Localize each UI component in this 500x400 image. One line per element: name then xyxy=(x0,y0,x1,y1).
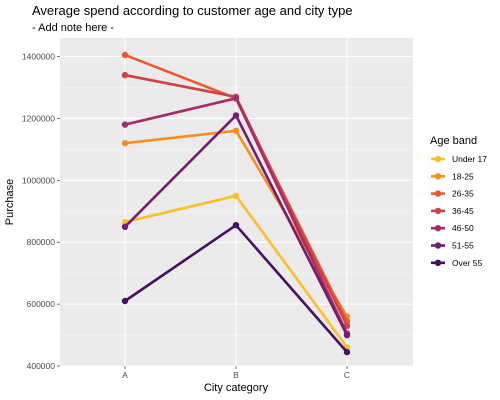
legend-key-point xyxy=(434,242,442,249)
data-point xyxy=(121,71,129,79)
data-point xyxy=(343,348,351,356)
y-tick-label: 400000 xyxy=(27,361,56,371)
data-point xyxy=(121,140,129,147)
x-axis-title: City category xyxy=(204,382,269,394)
legend: Under 17 18-25 26-35 36-45 46-50 51-55 Over 55 xyxy=(431,154,487,268)
data-point xyxy=(343,331,351,339)
data-point xyxy=(121,51,129,59)
chart-subtitle: - Add note here - xyxy=(32,22,114,34)
series-layer xyxy=(121,51,351,356)
legend-label: 51-55 xyxy=(452,241,474,251)
y-axis-title: Purchase xyxy=(4,179,16,225)
x-tick-label: A xyxy=(122,370,128,380)
legend-label: Over 55 xyxy=(452,258,483,268)
chart-title: Average spend according to customer age … xyxy=(32,3,353,18)
legend-key-point xyxy=(434,155,442,163)
legend-key-point xyxy=(434,173,442,180)
legend-label: 18-25 xyxy=(452,171,474,181)
y-tick-label: 1200000 xyxy=(22,113,55,123)
data-point xyxy=(232,95,240,102)
legend-key-point xyxy=(434,259,442,266)
y-tick-label: 1000000 xyxy=(22,175,55,185)
legend-key-point xyxy=(434,225,442,232)
legend-label: 36-45 xyxy=(452,206,474,216)
data-point xyxy=(232,192,240,199)
data-point xyxy=(121,297,129,305)
y-tick-label: 600000 xyxy=(27,299,56,309)
y-tick-label: 1400000 xyxy=(22,52,55,62)
legend-key-point xyxy=(434,190,442,197)
data-point xyxy=(121,223,129,230)
legend-key-point xyxy=(434,207,442,215)
x-tick-label: C xyxy=(344,370,350,380)
legend-label: Under 17 xyxy=(452,154,487,164)
axis-ticks: 400000 600000 800000 1000000 1200000 1400000 A… xyxy=(22,52,350,380)
x-tick-label: B xyxy=(233,370,239,380)
data-point xyxy=(232,127,240,134)
data-point xyxy=(232,222,240,229)
data-point xyxy=(121,121,129,128)
legend-label: 26-35 xyxy=(452,189,474,199)
legend-title: Age band xyxy=(430,135,477,147)
y-tick-label: 800000 xyxy=(27,237,56,247)
data-point xyxy=(232,112,240,119)
legend-label: 46-50 xyxy=(452,223,474,233)
